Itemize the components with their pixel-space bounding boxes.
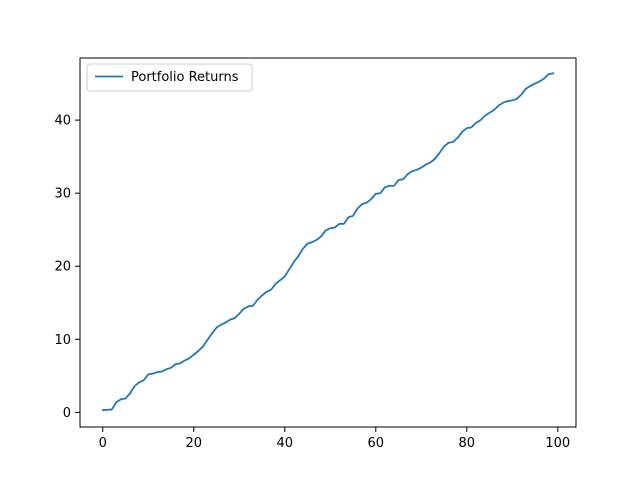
x-tick-label: 0 (99, 436, 107, 451)
plot-area (80, 58, 576, 427)
series-line-portfolio-returns (101, 72, 555, 412)
x-tick-label: 100 (545, 436, 570, 451)
legend-label-portfolio-returns: Portfolio Returns (131, 70, 239, 85)
legend: Portfolio Returns (86, 63, 253, 92)
x-axis-ticks: 0 20 40 60 80 100 (99, 427, 570, 451)
y-tick-label: 40 (54, 114, 71, 129)
y-tick-label: 0 (63, 406, 71, 421)
y-tick-label: 10 (54, 333, 71, 348)
x-tick-label: 40 (276, 436, 293, 451)
x-tick-label: 80 (459, 436, 476, 451)
x-tick-label: 60 (368, 436, 385, 451)
plot-frame (79, 57, 577, 428)
legend-box (86, 63, 253, 92)
y-tick-label: 30 (54, 187, 71, 202)
x-tick-label: 20 (185, 436, 202, 451)
y-tick-label: 20 (54, 260, 71, 275)
y-axis-ticks: 0 10 20 30 40 (54, 114, 80, 421)
